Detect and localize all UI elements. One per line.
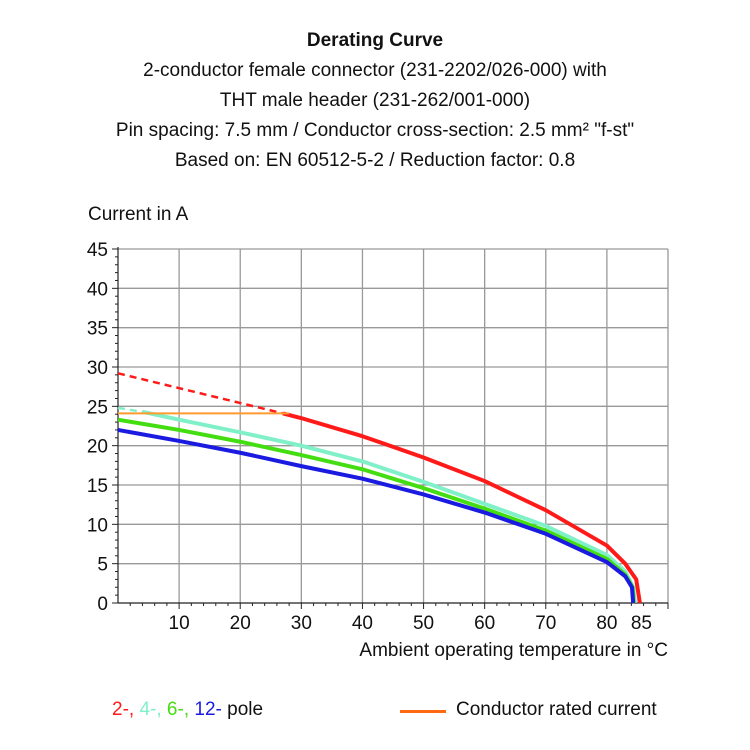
y-tick-label: 15 [87,476,108,497]
y-axis-label: Current in A [88,204,189,225]
x-tick-label: 10 [169,613,190,634]
subtitle-1: 2-conductor female connector (231-2202/0… [143,60,607,81]
x-axis-label: Ambient operating temperature in °C [359,640,668,661]
subtitle-4: Based on: EN 60512-5-2 / Reduction facto… [174,150,576,171]
y-tick-label: 10 [87,515,108,536]
y-tick-label: 35 [87,319,108,340]
x-tick-label: 40 [352,613,373,634]
subtitle-2: THT male header (231-262/001-000) [219,90,531,111]
series-3-line [117,427,636,604]
y-tick-label: 25 [87,397,108,418]
rated-current-legend-swatch [400,710,446,713]
x-tick-label: 50 [413,613,434,634]
series-2-line [117,417,636,604]
pole-legend-entry: 6-, [161,699,190,720]
pole-legend-entry: pole [221,699,264,720]
x-tick-label: 80 [596,613,617,634]
x-tick-label: 30 [291,613,312,634]
x-tick-label: 60 [474,613,495,634]
subtitle-3: Pin spacing: 7.5 mm / Conductor cross-se… [115,120,635,141]
x-tick-label: 85 [631,613,652,634]
y-tick-label: 30 [87,358,108,379]
pole-legend-entry: 4-, [134,699,162,720]
y-tick-label: 20 [87,437,108,458]
y-tick-label: 40 [87,279,108,300]
series-1-dashed [117,406,143,414]
series-0-dashed [117,372,284,415]
pole-legend: 2-, 4-, 6-, 12- pole [112,699,263,721]
pole-legend-entry: 12- [189,699,222,720]
y-tick-label: 0 [97,594,108,615]
y-tick-label: 5 [97,555,108,576]
pole-legend-entry: 2-, [112,699,135,720]
series-1-line [142,409,637,604]
rated-current-legend-label: Conductor rated current [456,699,657,720]
y-tick-label: 45 [87,240,108,261]
x-tick-label: 70 [535,613,556,634]
series-0-line [282,411,642,604]
chart-title: Derating Curve [306,30,444,51]
x-tick-label: 20 [230,613,251,634]
